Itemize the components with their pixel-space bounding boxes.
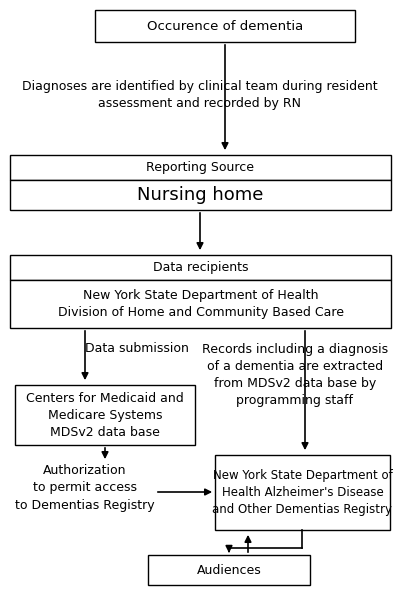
Text: Records including a diagnosis
of a dementia are extracted
from MDSv2 data base b: Records including a diagnosis of a demen… xyxy=(202,343,388,407)
Bar xyxy=(10,180,391,210)
Bar xyxy=(148,555,310,585)
Bar xyxy=(10,255,391,280)
Text: Data recipients: Data recipients xyxy=(153,261,248,274)
Text: Diagnoses are identified by clinical team during resident
assessment and recorde: Diagnoses are identified by clinical tea… xyxy=(22,80,378,110)
Text: Centers for Medicaid and
Medicare Systems
MDSv2 data base: Centers for Medicaid and Medicare System… xyxy=(26,391,184,438)
Text: Occurence of dementia: Occurence of dementia xyxy=(147,19,303,33)
Bar xyxy=(15,385,195,445)
Bar xyxy=(10,155,391,180)
Bar xyxy=(10,280,391,328)
Text: New York State Department of
Health Alzheimer's Disease
and Other Dementias Regi: New York State Department of Health Alzh… xyxy=(213,469,393,516)
Text: Nursing home: Nursing home xyxy=(137,186,264,204)
Text: New York State Department of Health
Division of Home and Community Based Care: New York State Department of Health Divi… xyxy=(57,289,344,319)
Text: Audiences: Audiences xyxy=(196,563,261,576)
Text: Authorization
to permit access
to Dementias Registry: Authorization to permit access to Dement… xyxy=(15,464,155,511)
Bar xyxy=(95,10,355,42)
Text: Reporting Source: Reporting Source xyxy=(146,161,255,174)
Text: Data submission: Data submission xyxy=(85,341,189,355)
Bar xyxy=(215,455,390,530)
